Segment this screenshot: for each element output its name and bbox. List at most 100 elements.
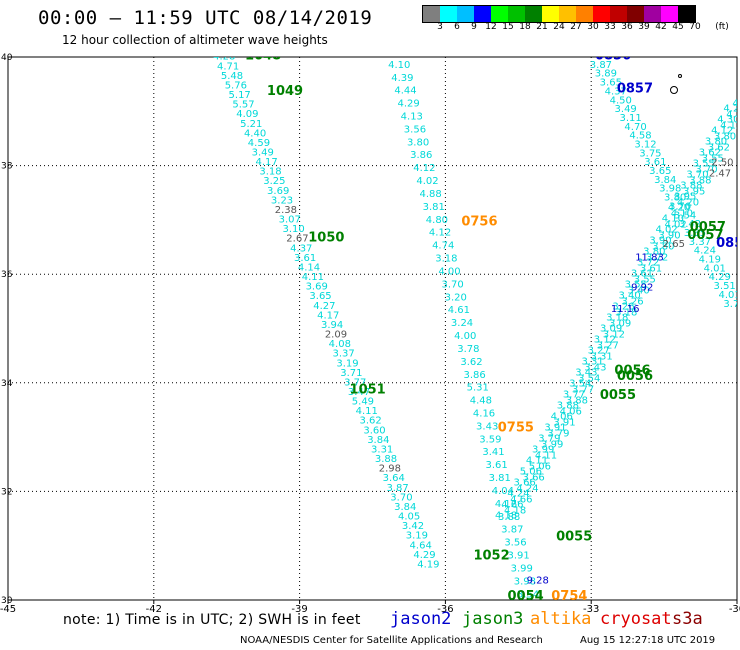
wave-height-value: 3.43: [476, 421, 498, 432]
wave-height-value: 3.54: [569, 378, 591, 389]
wave-height-value: 3.40: [627, 285, 649, 296]
wave-height-value: 4.80: [426, 215, 448, 226]
legend-s3a: s3a: [672, 609, 703, 629]
wave-height-value: 11.16: [611, 304, 640, 315]
wave-height-value: 3.07: [279, 215, 301, 226]
wave-height-value: 3.70: [686, 169, 708, 180]
wave-height-value: 2.50: [711, 158, 733, 169]
wave-height-value: 3.12: [594, 334, 616, 345]
color-scale-tick: 9: [471, 22, 477, 32]
pass-time-label: 0056: [614, 364, 650, 379]
wave-height-value: 3.79: [547, 429, 569, 440]
wave-height-value: 5.57: [232, 100, 254, 111]
wave-height-value: 3.77: [572, 384, 594, 395]
wave-height-value: 4.37: [605, 86, 627, 97]
footer-credit: NOAA/NESDIS Center for Satellite Applica…: [240, 635, 543, 646]
pass-time-label: 0056: [617, 369, 653, 384]
wave-height-value: 3.61: [485, 460, 507, 471]
pass-time-label: 0856: [595, 49, 631, 64]
wave-height-value: 3.55: [625, 279, 647, 290]
wave-height-value: 3.18: [615, 307, 637, 318]
wave-height-value: 4.70: [624, 122, 646, 133]
color-swatch: [474, 6, 491, 22]
wave-height-value: 3.51: [714, 281, 736, 292]
wave-height-value: 4.18: [504, 506, 526, 517]
color-scale-tick: 6: [454, 22, 460, 32]
color-scale-tick: 45: [672, 22, 684, 32]
color-swatch: [610, 6, 627, 22]
pass-time-label: 0054: [507, 589, 543, 604]
wave-height-value: 4.66: [501, 500, 523, 511]
pass-time-label: 0754: [551, 589, 587, 604]
legend-altika: altika: [530, 609, 592, 629]
color-swatch: [525, 6, 542, 22]
wave-height-value: 4.06: [551, 411, 573, 422]
wave-height-value: 9.92: [631, 282, 653, 293]
wave-height-value: 4.09: [236, 109, 258, 120]
wave-height-value: 3.88: [689, 175, 711, 186]
wave-height-value: 3.41: [482, 447, 504, 458]
color-scale-tick: 3: [437, 22, 443, 32]
wave-height-value: 5.31: [467, 383, 489, 394]
wave-height-value: 3.86: [463, 370, 485, 381]
lon-tick-label: -45: [0, 604, 16, 615]
color-swatch: [559, 6, 576, 22]
lat-tick-label: 40: [1, 53, 13, 63]
wave-height-value: 2.67: [286, 234, 308, 245]
color-scale-tick: 21: [536, 22, 548, 32]
wave-height-value: 3.87: [501, 525, 523, 536]
color-swatch: [593, 6, 610, 22]
wave-height-value: 3.18: [606, 312, 628, 323]
color-scale-tick: 36: [621, 22, 633, 32]
wave-height-value: 4.30: [726, 109, 740, 120]
footer-timestamp: Aug 15 12:27:18 UTC 2019: [580, 635, 716, 646]
wave-height-value: 4.17: [256, 157, 278, 168]
color-scale-tick: 33: [604, 22, 616, 32]
pass-time-label: 0057: [690, 220, 726, 235]
wave-height-value: 3.62: [359, 416, 381, 427]
wave-height-value: 3.69: [306, 282, 328, 293]
wave-height-value: 3.10: [282, 224, 304, 235]
wave-height-value: 3.88: [680, 180, 702, 191]
lat-tick-label: 38: [1, 162, 13, 172]
wave-height-value: 4.24: [694, 246, 716, 257]
lat-tick-label: 34: [1, 379, 13, 389]
legend-jason3: jason3: [462, 609, 524, 629]
wave-height-value: 3.65: [649, 166, 671, 177]
wave-height-value: 3.70: [695, 164, 717, 175]
wave-height-value: 3.91: [553, 417, 575, 428]
color-scale-unit: (ft): [715, 22, 729, 32]
wave-height-value: 3.65: [309, 291, 331, 302]
wave-height-value: 4.12: [711, 125, 733, 136]
wave-height-value: 3.78: [457, 344, 479, 355]
wave-height-value: 3.09: [609, 318, 631, 329]
pass-time-label: 0055: [556, 529, 592, 544]
pass-time-label: 0055: [600, 388, 636, 403]
wave-height-value: 4.12: [413, 163, 435, 174]
wave-height-value: 4.16: [473, 409, 495, 420]
wave-height-value: 4.58: [629, 131, 651, 142]
wave-height-value: 3.42: [679, 219, 701, 230]
wave-height-value: 3.70: [390, 492, 412, 503]
wave-height-value: 3.80: [643, 246, 665, 257]
wave-height-value: 3.55: [702, 153, 724, 164]
wave-height-value: 4.66: [510, 495, 532, 506]
color-scale-tick: 24: [553, 22, 565, 32]
wave-height-value: 3.86: [410, 150, 432, 161]
wave-height-value: 2.65: [663, 239, 685, 250]
wave-height-value: 5.06: [529, 462, 551, 473]
wave-height-value: 3.12: [603, 329, 625, 340]
wave-height-value: 4.22: [723, 103, 740, 114]
wave-height-value: 3.09: [600, 323, 622, 334]
track-layer: 4.284.715.485.765.175.574.095.214.404.59…: [213, 49, 740, 604]
wave-height-value: 3.84: [654, 175, 676, 186]
lon-tick-label: -33: [583, 604, 599, 615]
wave-height-value: 5.06: [520, 467, 542, 478]
wave-height-value: 4.04: [492, 486, 514, 497]
wave-height-value: 4.48: [470, 396, 492, 407]
lat-tick-label: 36: [1, 270, 13, 280]
wave-height-value: 3.91: [507, 551, 529, 562]
wave-height-value: 4.30: [717, 114, 739, 125]
color-swatch: [457, 6, 474, 22]
color-scale-tick: 27: [570, 22, 582, 32]
